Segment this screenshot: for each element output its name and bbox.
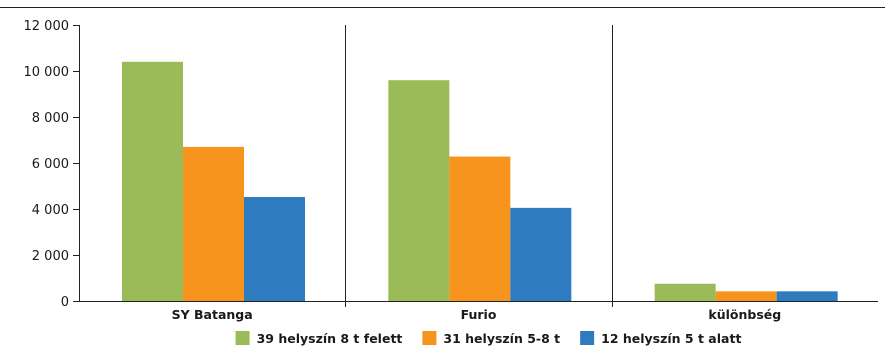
bar <box>122 61 183 301</box>
x-tick-label: különbség <box>708 307 781 322</box>
bar <box>510 207 572 301</box>
legend-label: 31 helyszín 5-8 t <box>443 331 560 346</box>
y-tick-label: 8 000 <box>32 111 69 126</box>
bar <box>183 146 244 301</box>
x-axis: SY Batanga Furio különbség <box>79 25 878 322</box>
legend-swatch <box>422 331 437 345</box>
bar <box>388 80 450 301</box>
bars <box>122 61 838 301</box>
bar <box>715 291 777 301</box>
bar <box>776 291 838 301</box>
x-tick-label: SY Batanga <box>172 307 253 322</box>
y-tick-label: 10 000 <box>24 65 70 80</box>
bar <box>654 283 716 301</box>
y-tick-label: 0 <box>61 295 69 310</box>
legend-label: 12 helyszín 5 t alatt <box>601 331 741 346</box>
bar <box>449 156 511 301</box>
legend-label: 39 helyszín 8 t felett <box>257 331 403 346</box>
y-tick-label: 12 000 <box>24 19 70 34</box>
y-tick-label: 6 000 <box>32 157 69 172</box>
y-axis: 0 2 000 4 000 6 000 8 000 10 000 12 000 <box>24 19 80 310</box>
legend-swatch <box>235 331 250 345</box>
y-tick-label: 4 000 <box>32 203 69 218</box>
bar <box>244 197 305 301</box>
x-tick-label: Furio <box>461 307 497 322</box>
y-tick-label: 2 000 <box>32 249 69 264</box>
legend-swatch <box>580 331 595 345</box>
legend: 39 helyszín 8 t felett 31 helyszín 5-8 t 1… <box>235 331 741 346</box>
